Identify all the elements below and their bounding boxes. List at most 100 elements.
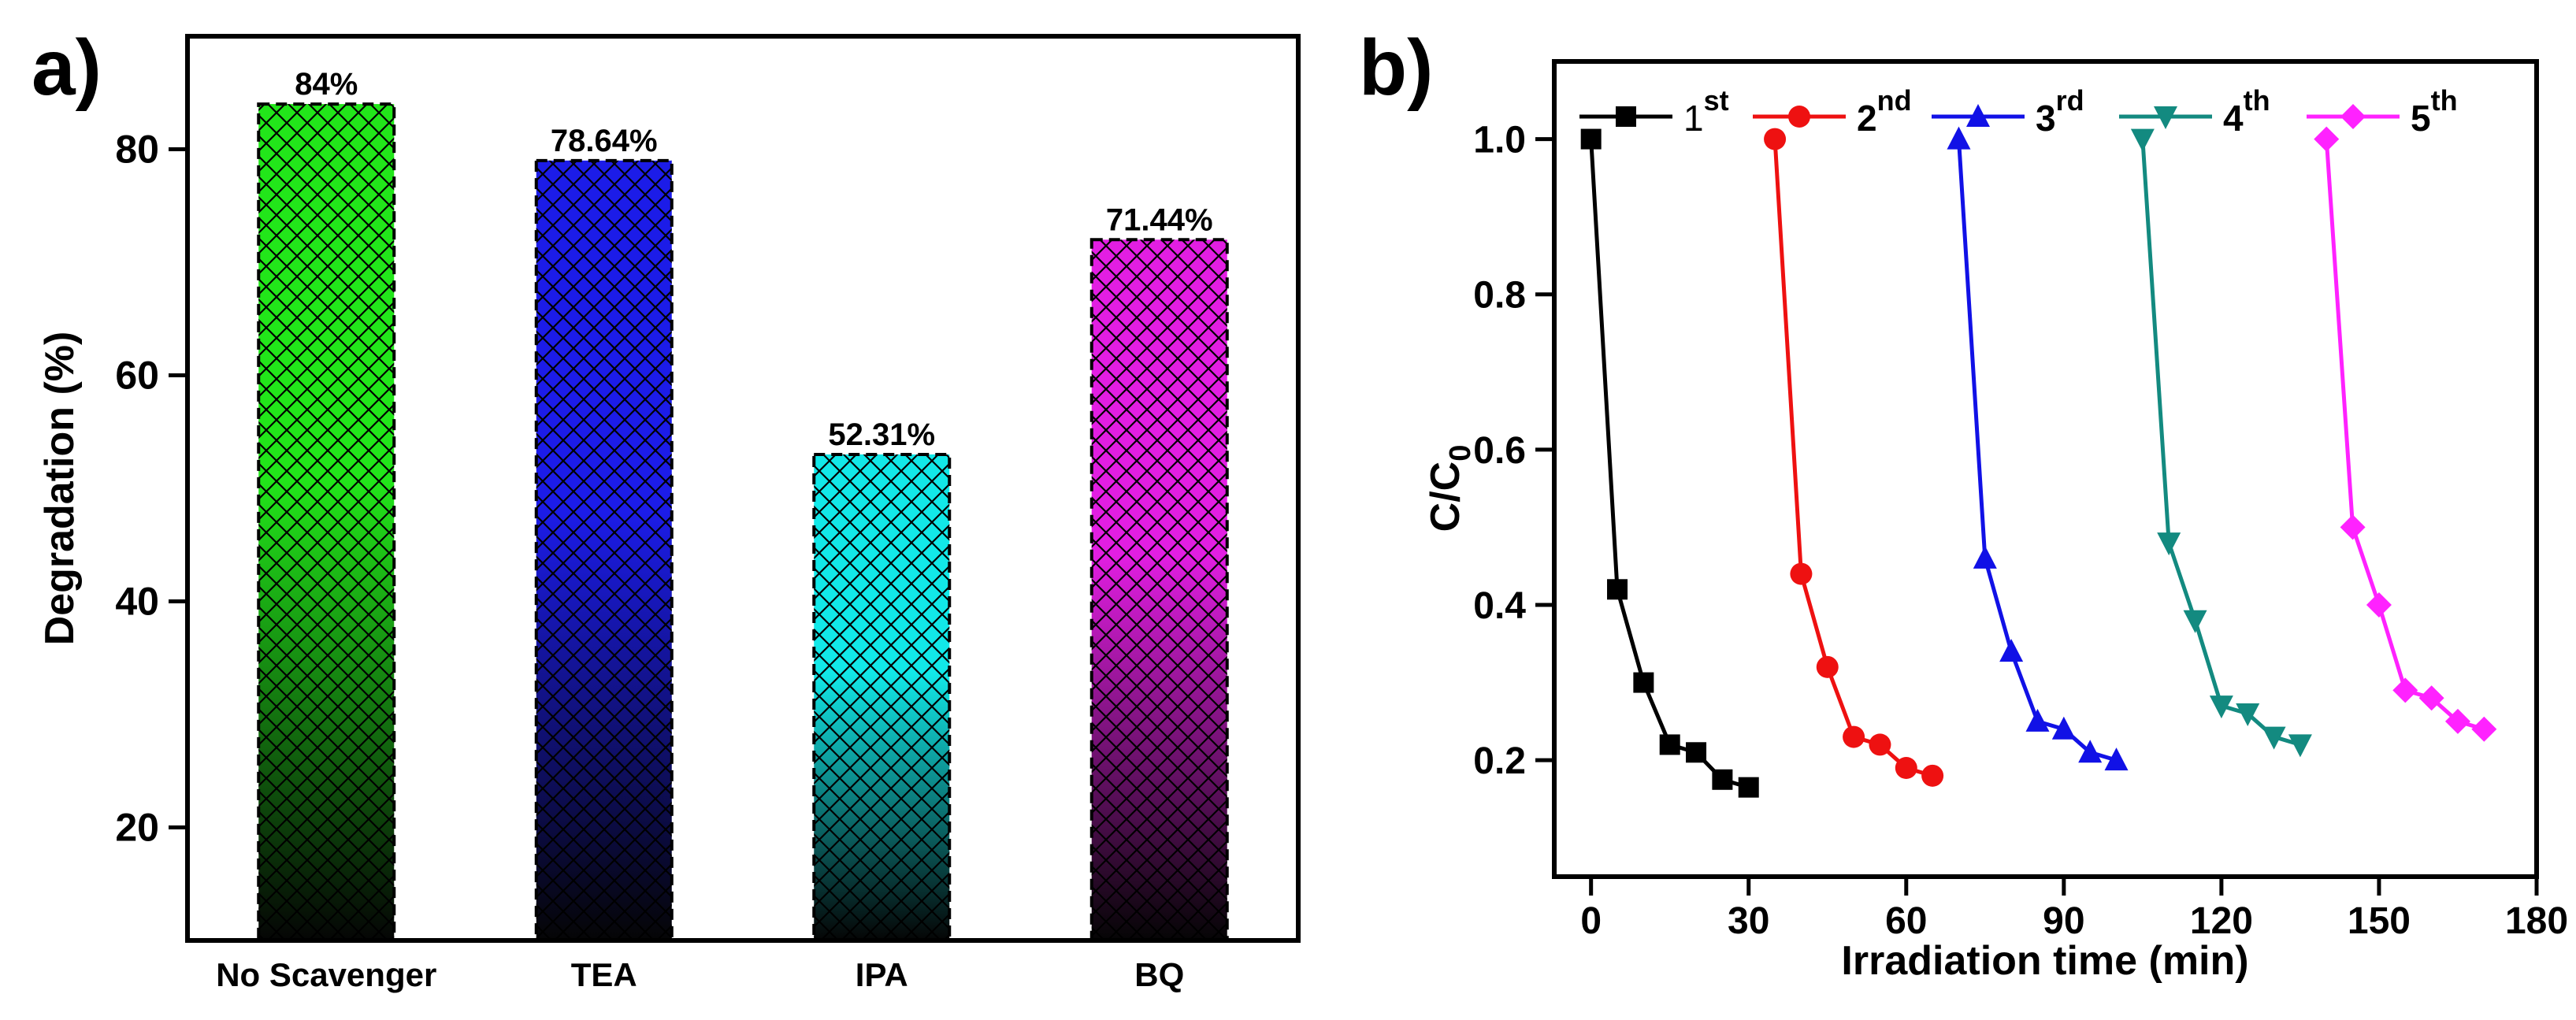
series-line xyxy=(2140,139,2301,747)
data-point xyxy=(2209,695,2233,719)
y-tick-label: 0.2 xyxy=(1473,740,1526,782)
legend-item-2nd: 2nd xyxy=(1753,84,1912,139)
data-point xyxy=(1659,734,1680,755)
bar-group xyxy=(257,102,1229,943)
bar-hatch xyxy=(536,160,672,941)
series-line xyxy=(1589,139,1750,790)
panel-a-bar-chart: a) 84% 78.64% 52.31% 71.44% 20 40 60 80 No Sca… xyxy=(32,24,1301,993)
data-point xyxy=(1895,757,1917,779)
series-line xyxy=(1772,139,1933,778)
x-axis-a: No Scavenger TEA IPA BQ xyxy=(216,956,1184,993)
y-tick-label: 0.6 xyxy=(1473,430,1526,472)
series-2nd xyxy=(1764,128,1944,787)
data-point xyxy=(2340,514,2366,540)
data-point xyxy=(2471,716,2497,742)
data-point xyxy=(1686,742,1707,763)
y-tick-label: 0.4 xyxy=(1473,585,1526,627)
legend-marker xyxy=(2340,104,2366,129)
legend-item-4th: 4th xyxy=(2119,84,2270,139)
x-tick-label: 90 xyxy=(2043,900,2084,942)
bar-hatch xyxy=(258,104,395,941)
legend-label: 3rd xyxy=(2036,84,2084,139)
legend-item-3rd: 3rd xyxy=(1932,84,2084,139)
legend-marker xyxy=(1788,106,1810,128)
data-point xyxy=(1843,725,1865,748)
series-5th xyxy=(2314,126,2497,742)
x-tick-label: 120 xyxy=(2190,900,2253,942)
legend-label: 1st xyxy=(1683,84,1729,139)
bar-value-label: 78.64% xyxy=(551,124,658,158)
data-point xyxy=(1921,764,1944,787)
data-point xyxy=(1607,579,1628,600)
x-tick-label: IPA xyxy=(856,956,908,993)
y-axis-title-b: C/C0 xyxy=(1423,445,1477,532)
y-axis-a: 20 40 60 80 xyxy=(115,128,187,850)
data-point xyxy=(2288,734,2312,758)
legend-label: 5th xyxy=(2411,84,2458,139)
x-tick-label: BQ xyxy=(1134,956,1184,993)
y-axis-title-b-main: C/C xyxy=(1423,462,1468,532)
data-point xyxy=(2051,716,2076,740)
plot-frame-a xyxy=(185,34,1301,943)
y-tick-label: 20 xyxy=(115,806,159,850)
legend-marker xyxy=(1616,106,1636,127)
data-point xyxy=(2392,677,2418,703)
x-tick-label: No Scavenger xyxy=(216,956,436,993)
x-tick-label: TEA xyxy=(571,956,637,993)
panel-b-letter: b) xyxy=(1359,24,1433,112)
x-tick-label: 30 xyxy=(1728,900,1769,942)
series-line xyxy=(1956,139,2118,762)
bar-value-labels: 84% 78.64% 52.31% 71.44% xyxy=(295,67,1212,452)
legend-item-1st: 1st xyxy=(1579,84,1729,139)
bar-hatch xyxy=(1091,239,1227,940)
data-point xyxy=(1973,545,1997,569)
bar-value-label: 84% xyxy=(295,67,358,102)
data-point xyxy=(1633,672,1654,693)
y-axis-b: 0.2 0.4 0.6 0.8 1.0 xyxy=(1473,120,1554,782)
legend-label: 2nd xyxy=(1857,84,1912,139)
data-point xyxy=(1947,126,1971,150)
data-point xyxy=(2104,747,2129,771)
legend-marker xyxy=(1966,104,1990,127)
data-point xyxy=(2418,685,2444,711)
data-point xyxy=(1816,655,1839,678)
y-tick-label: 40 xyxy=(115,580,159,624)
data-point xyxy=(2183,610,2207,633)
x-tick-label: 150 xyxy=(2348,900,2411,942)
y-tick-label: 1.0 xyxy=(1473,120,1526,161)
series-4th xyxy=(2130,128,2312,758)
y-tick-label: 80 xyxy=(115,128,159,172)
data-point xyxy=(2444,708,2470,734)
legend-item-5th: 5th xyxy=(2307,84,2458,139)
legend: 1st 2nd 3rd 4th 5th xyxy=(1579,84,2458,139)
plot-frame-b xyxy=(1552,59,2539,879)
data-point xyxy=(2025,708,2050,732)
data-point xyxy=(2236,703,2260,726)
series-1st xyxy=(1580,128,1759,798)
data-point xyxy=(1869,733,1891,756)
series-line xyxy=(2324,139,2485,732)
data-point xyxy=(1764,128,1787,150)
y-tick-label: 0.8 xyxy=(1473,275,1526,317)
bar-outline xyxy=(257,102,396,943)
data-point xyxy=(2078,740,2103,763)
x-tick-label: 180 xyxy=(2505,900,2568,942)
data-point xyxy=(1738,777,1759,798)
data-point xyxy=(1790,562,1813,585)
x-tick-label: 0 xyxy=(1580,900,1602,942)
data-point xyxy=(2157,532,2181,556)
x-tick-label: 60 xyxy=(1885,900,1927,942)
data-point xyxy=(1580,128,1602,150)
bar-hatch xyxy=(814,454,950,940)
data-point xyxy=(2366,592,2392,618)
bar-outline xyxy=(534,158,674,943)
data-point xyxy=(2314,126,2340,152)
series-3rd xyxy=(1947,126,2129,771)
legend-marker xyxy=(2154,106,2177,129)
y-axis-title-a: Degradation (%) xyxy=(37,332,83,646)
data-point xyxy=(2262,726,2286,750)
x-axis-title-b: Irradiation time (min) xyxy=(1841,938,2248,984)
y-axis-title-b-subscript: 0 xyxy=(1444,445,1477,462)
series-group xyxy=(1580,126,2497,798)
x-axis-b: 0 30 60 90 120 150 180 xyxy=(1580,877,2568,942)
